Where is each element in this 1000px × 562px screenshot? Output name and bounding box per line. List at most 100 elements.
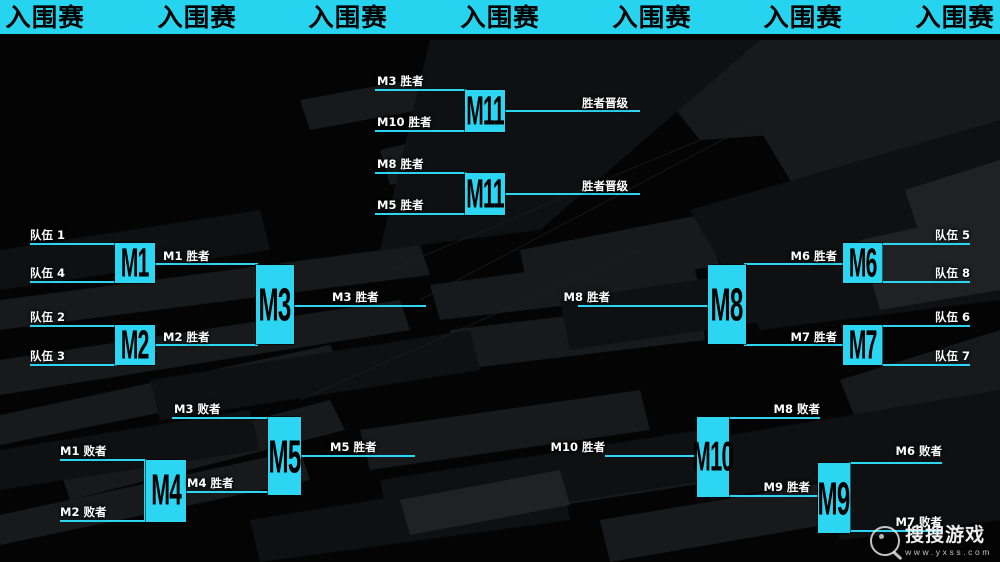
label-team-8: 队伍 8 [934, 266, 970, 280]
line-m9-join [849, 462, 851, 532]
line-m11b-in-bottom [375, 213, 467, 215]
line-m11b-out [503, 193, 640, 195]
label-m5-winner: M5 胜者 [330, 440, 377, 454]
label-team-4: 队伍 4 [30, 266, 66, 280]
match-box-m11-bottom[interactable]: M11 [465, 173, 505, 215]
label-m6-winner: M6 胜者 [790, 249, 837, 263]
label-m8-loser: M8 败者 [773, 402, 820, 416]
label-m4-winner: M4 胜者 [187, 476, 234, 490]
line-m6-in-bottom [882, 281, 970, 283]
line-m11a-in-bottom [375, 130, 467, 132]
line-m6-join [881, 243, 883, 283]
line-m11b-in-top [375, 172, 467, 174]
label-advance-bottom: 胜者晋级 [582, 179, 628, 193]
label-m3-loser: M3 败者 [174, 402, 221, 416]
match-label: M2 [121, 321, 149, 367]
match-box-m8[interactable]: M8 [708, 265, 746, 344]
label-m5-winner-into-m11: M5 胜者 [377, 198, 424, 212]
match-label: M11 [466, 170, 504, 216]
watermark-text: 搜搜游戏 www.yxss.com [905, 523, 992, 557]
match-label: M5 [268, 429, 301, 483]
line-m4-in-bottom [60, 520, 146, 522]
line-m3-out [293, 305, 426, 307]
match-label: M8 [710, 278, 744, 331]
line-m2-out [155, 344, 258, 346]
label-m9-winner: M9 胜者 [763, 480, 810, 494]
line-m4-in-top [60, 459, 146, 461]
line-m4-out [185, 491, 270, 493]
match-label: M1 [121, 239, 149, 285]
banner-word: 入围赛 [460, 2, 540, 32]
label-m8-winner: M8 胜者 [563, 290, 610, 304]
banner-word: 入围赛 [611, 2, 692, 32]
match-box-m3[interactable]: M3 [256, 265, 294, 344]
line-m10-out [605, 455, 699, 457]
match-box-m9[interactable]: M9 [817, 463, 851, 533]
label-advance-top: 胜者晋级 [582, 96, 628, 110]
line-m4-join [144, 459, 146, 522]
match-box-m6[interactable]: M6 [843, 239, 882, 285]
watermark: 搜搜游戏 www.yxss.com [870, 523, 992, 557]
label-team-5: 队伍 5 [934, 228, 970, 242]
match-box-m10[interactable]: M10 [693, 417, 734, 497]
match-box-m4[interactable]: M4 [146, 460, 186, 522]
line-m10-in-top [728, 417, 820, 419]
line-m1-in-top [30, 243, 117, 245]
line-m1-out [155, 263, 258, 265]
label-team-6: 队伍 6 [934, 310, 970, 324]
line-m5-in-top [172, 417, 270, 419]
match-box-m1[interactable]: M1 [115, 239, 155, 285]
top-banner: 入围赛 入围赛 入围赛 入围赛 入围赛 入围赛 入围赛 [0, 0, 1000, 34]
banner-word: 入围赛 [915, 2, 995, 32]
match-label: M3 [258, 278, 292, 331]
match-box-m11-top[interactable]: M11 [465, 90, 505, 132]
line-m8-out [578, 305, 709, 307]
line-m2-in-top [30, 325, 117, 327]
label-team-1: 队伍 1 [30, 228, 66, 242]
line-m7-join [881, 325, 883, 365]
banner-word: 入围赛 [5, 2, 85, 32]
banner-word: 入围赛 [763, 2, 844, 32]
banner-word: 入围赛 [156, 2, 237, 32]
line-m7-out [745, 344, 844, 346]
label-m3-winner: M3 胜者 [332, 290, 379, 304]
match-label: M11 [466, 87, 504, 133]
match-box-m5[interactable]: M5 [268, 417, 301, 495]
label-m10-winner: M10 胜者 [550, 440, 605, 454]
label-m2-winner: M2 胜者 [163, 330, 210, 344]
label-m2-loser: M2 败者 [60, 505, 107, 519]
match-label: M7 [848, 321, 877, 367]
label-m3-winner-into-m11: M3 胜者 [377, 74, 424, 88]
line-m11a-out [503, 110, 640, 112]
label-m7-loser: M7 败者 [895, 515, 942, 529]
line-m6-in-top [882, 243, 970, 245]
watermark-url: www.yxss.com [905, 546, 992, 557]
watermark-logo-icon [870, 525, 901, 556]
label-team-3: 队伍 3 [30, 349, 66, 363]
label-m1-winner: M1 胜者 [163, 249, 210, 263]
line-m9-in-top [850, 462, 942, 464]
match-box-m2[interactable]: M2 [115, 321, 155, 367]
line-m7-in-top [882, 325, 970, 327]
line-m2-in-bottom [30, 364, 117, 366]
label-m6-loser: M6 败者 [895, 444, 942, 458]
label-team-2: 队伍 2 [30, 310, 66, 324]
match-label: M6 [848, 239, 877, 285]
line-m5-out [300, 455, 415, 457]
label-m8-winner-into-m11: M8 胜者 [377, 157, 424, 171]
match-box-m7[interactable]: M7 [843, 321, 882, 367]
label-m7-winner: M7 胜者 [790, 330, 837, 344]
line-m6-out [745, 263, 844, 265]
label-team-7: 队伍 7 [934, 349, 970, 363]
banner-shadow [0, 34, 1000, 39]
match-label: M4 [151, 466, 182, 515]
line-m11a-in-top [375, 89, 467, 91]
watermark-name: 搜搜游戏 [905, 523, 986, 546]
line-m1-in-bottom [30, 281, 117, 283]
match-label: M9 [817, 471, 851, 525]
label-m1-loser: M1 败者 [60, 444, 107, 458]
label-m10-winner-into-m11: M10 胜者 [377, 115, 432, 129]
